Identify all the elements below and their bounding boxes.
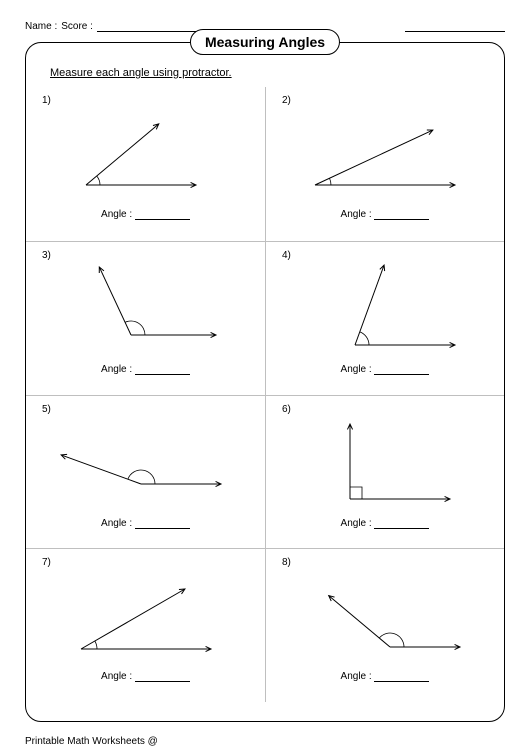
- answer-row: Angle :: [38, 364, 253, 375]
- problems-grid: 1) Angle : 2) Angle : 3) Angle :: [26, 87, 504, 702]
- answer-blank[interactable]: [135, 519, 190, 529]
- name-score-blank[interactable]: [97, 20, 207, 32]
- problem-cell: 2) Angle :: [265, 87, 504, 241]
- question-number: 8): [282, 557, 291, 568]
- angle-diagram: [278, 567, 492, 667]
- angle-diagram: [38, 105, 253, 205]
- name-score-group: Name : Score :: [25, 20, 207, 32]
- question-number: 3): [42, 250, 51, 261]
- answer-label: Angle :: [101, 671, 132, 682]
- problem-cell: 7) Angle :: [26, 548, 265, 702]
- answer-label: Angle :: [101, 209, 132, 220]
- worksheet-box: Measuring Angles Measure each angle usin…: [25, 42, 505, 722]
- angle-diagram: [278, 414, 492, 514]
- worksheet-title: Measuring Angles: [190, 29, 340, 55]
- problem-cell: 3) Angle :: [26, 241, 265, 395]
- angle-diagram: [38, 260, 253, 360]
- answer-label: Angle :: [341, 671, 372, 682]
- question-number: 2): [282, 95, 291, 106]
- right-blank[interactable]: [405, 20, 505, 32]
- question-number: 6): [282, 404, 291, 415]
- problem-cell: 5) Angle :: [26, 395, 265, 549]
- score-label: Score :: [61, 21, 93, 32]
- name-label: Name :: [25, 21, 57, 32]
- answer-blank[interactable]: [135, 210, 190, 220]
- answer-blank[interactable]: [135, 365, 190, 375]
- question-number: 4): [282, 250, 291, 261]
- answer-blank[interactable]: [374, 519, 429, 529]
- problem-cell: 4) Angle :: [265, 241, 504, 395]
- answer-label: Angle :: [101, 518, 132, 529]
- answer-blank[interactable]: [374, 672, 429, 682]
- answer-row: Angle :: [38, 671, 253, 682]
- answer-blank[interactable]: [374, 210, 429, 220]
- question-number: 7): [42, 557, 51, 568]
- angle-diagram: [38, 567, 253, 667]
- problem-cell: 1) Angle :: [26, 87, 265, 241]
- footer-text: Printable Math Worksheets @: [25, 736, 158, 747]
- answer-blank[interactable]: [135, 672, 190, 682]
- answer-row: Angle :: [278, 671, 492, 682]
- problem-cell: 6) Angle :: [265, 395, 504, 549]
- answer-row: Angle :: [38, 518, 253, 529]
- answer-row: Angle :: [38, 209, 253, 220]
- answer-row: Angle :: [278, 364, 492, 375]
- answer-label: Angle :: [341, 209, 372, 220]
- angle-diagram: [278, 260, 492, 360]
- answer-label: Angle :: [101, 364, 132, 375]
- question-number: 1): [42, 95, 51, 106]
- angle-diagram: [278, 105, 492, 205]
- answer-label: Angle :: [341, 518, 372, 529]
- answer-blank[interactable]: [374, 365, 429, 375]
- instruction-text: Measure each angle using protractor.: [50, 67, 504, 79]
- answer-label: Angle :: [341, 364, 372, 375]
- angle-diagram: [38, 414, 253, 514]
- question-number: 5): [42, 404, 51, 415]
- answer-row: Angle :: [278, 518, 492, 529]
- problem-cell: 8) Angle :: [265, 548, 504, 702]
- answer-row: Angle :: [278, 209, 492, 220]
